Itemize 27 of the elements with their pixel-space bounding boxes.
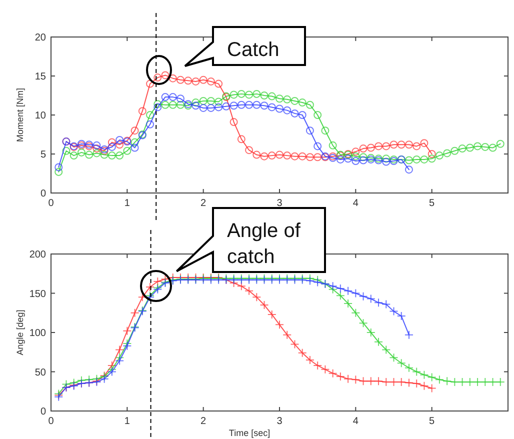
y-tick-label: 20	[34, 32, 46, 44]
y-axis-title: Moment [Nm]	[15, 88, 25, 142]
x-tick-label: 3	[276, 416, 283, 427]
x-tick-label: 1	[124, 198, 130, 209]
y-tick-label: 10	[34, 110, 46, 122]
y-tick-label: 0	[40, 406, 46, 418]
x-tick-label: 0	[48, 198, 54, 209]
x-tick-label: 2	[200, 416, 207, 427]
y-tick-label: 15	[34, 72, 46, 82]
x-axis-title: Time [sec]	[228, 428, 270, 438]
x-tick-label: 4	[352, 416, 359, 427]
y-axis-title: Angle [deg]	[15, 310, 25, 356]
x-tick-label: 2	[200, 198, 207, 209]
y-tick-label: 0	[40, 188, 46, 200]
annotation: Catch	[227, 39, 280, 61]
x-tick-label: 0	[48, 416, 54, 427]
y-tick-label: 100	[29, 328, 46, 339]
x-tick-label: 5	[429, 198, 436, 209]
x-tick-label: 4	[352, 198, 359, 209]
y-tick-label: 150	[29, 288, 46, 300]
x-tick-label: 1	[124, 416, 130, 427]
annotation: Angle of catch	[227, 220, 301, 268]
y-tick-label: 50	[34, 367, 46, 378]
y-tick-label: 5	[40, 150, 46, 160]
x-tick-label: 3	[276, 198, 283, 209]
x-tick-label: 5	[429, 416, 436, 427]
y-tick-label: 200	[29, 250, 46, 260]
